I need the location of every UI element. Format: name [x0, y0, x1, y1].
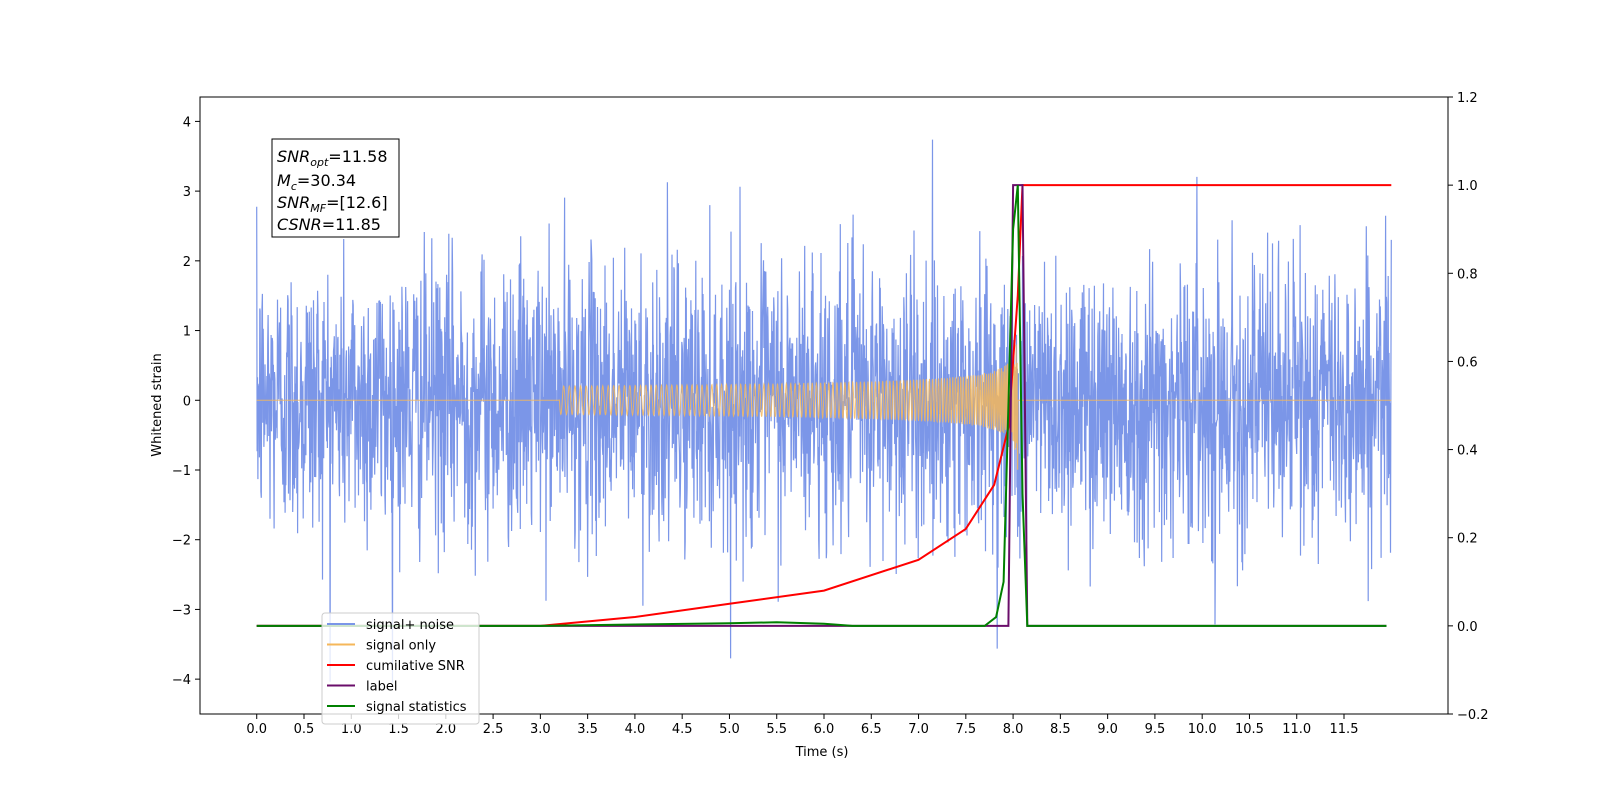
series-signal-only [256, 344, 1392, 470]
annotation-box: SNRopt=11.58 Mc=30.34 SNRMF=[12.6] CSNR=… [271, 138, 400, 238]
x-tick-label: 3.5 [577, 722, 598, 737]
x-tick-label: 1.5 [388, 722, 409, 737]
y-tick-label: −1 [172, 464, 191, 479]
x-tick-label: 0.5 [294, 722, 315, 737]
series-signal-statistics [256, 184, 1387, 627]
y2-tick-label: 0.8 [1457, 267, 1478, 282]
series-signal-noise [256, 139, 1392, 683]
y-tick-label: 2 [183, 255, 191, 270]
x-tick-label: 4.5 [672, 722, 693, 737]
x-tick-label: 2.0 [435, 722, 456, 737]
x-tick-label: 6.0 [814, 722, 835, 737]
y2-tick-label: −0.2 [1457, 708, 1489, 723]
x-tick-label: 9.0 [1097, 722, 1118, 737]
x-tick-label: 4.0 [625, 722, 646, 737]
x-tick-label: 5.0 [719, 722, 740, 737]
y-axis-left: 4 3 2 1 0 −1 −2 −3 −4 [172, 115, 200, 688]
plot-area [256, 139, 1392, 683]
y-tick-label: 0 [183, 394, 191, 409]
y2-tick-label: 0.2 [1457, 532, 1478, 547]
y-tick-label: 3 [183, 185, 191, 200]
legend-label: label [366, 680, 397, 695]
y-axis-label: Whitened strain [150, 353, 165, 456]
x-tick-label: 5.5 [766, 722, 787, 737]
y-tick-label: −3 [172, 603, 191, 618]
legend-label: signal only [366, 639, 436, 654]
x-tick-label: 11.0 [1282, 722, 1311, 737]
y2-tick-label: 0.4 [1457, 444, 1478, 459]
y2-tick-label: 0.0 [1457, 620, 1478, 635]
x-axis-label: Time (s) [795, 745, 849, 760]
x-tick-label: 2.5 [483, 722, 504, 737]
x-tick-label: 1.0 [341, 722, 362, 737]
y2-tick-label: 0.6 [1457, 355, 1478, 370]
legend-label: signal statistics [366, 700, 467, 715]
legend: signal+ noise signal only cumilative SNR la… [321, 612, 480, 725]
x-tick-label: 3.0 [530, 722, 551, 737]
y-axis-right: 1.2 1.0 0.8 0.6 0.4 0.2 0.0 −0.2 [1448, 91, 1489, 723]
x-tick-label: 10.5 [1235, 722, 1264, 737]
y2-tick-label: 1.0 [1457, 179, 1478, 194]
y-tick-label: 4 [183, 115, 191, 130]
y-tick-label: −4 [172, 673, 191, 688]
legend-label: signal+ noise [366, 618, 454, 633]
x-tick-label: 9.5 [1145, 722, 1166, 737]
annotation-snr-opt: SNRopt=11.58 [277, 147, 388, 169]
x-tick-label: 0.0 [246, 722, 267, 737]
x-tick-label: 11.5 [1330, 722, 1359, 737]
x-tick-label: 6.5 [861, 722, 882, 737]
legend-label: cumilative SNR [366, 659, 465, 674]
x-tick-label: 7.5 [955, 722, 976, 737]
annotation-mc: Mc=30.34 [277, 171, 356, 193]
y-tick-label: 1 [183, 325, 191, 340]
annotation-csnr: CSNR=11.85 [277, 215, 381, 234]
x-axis: 0.0 0.5 1.0 1.5 2.0 2.5 3.0 3.5 4.0 4.5 5.0 5.5 6.0 6… [246, 714, 1358, 737]
x-tick-label: 7.0 [908, 722, 929, 737]
x-tick-label: 8.5 [1050, 722, 1071, 737]
x-tick-label: 8.0 [1003, 722, 1024, 737]
x-tick-label: 10.0 [1188, 722, 1217, 737]
y2-tick-label: 1.2 [1457, 91, 1478, 106]
y-tick-label: −2 [172, 534, 191, 549]
annotation-snr-mf: SNRMF=[12.6] [277, 193, 388, 215]
